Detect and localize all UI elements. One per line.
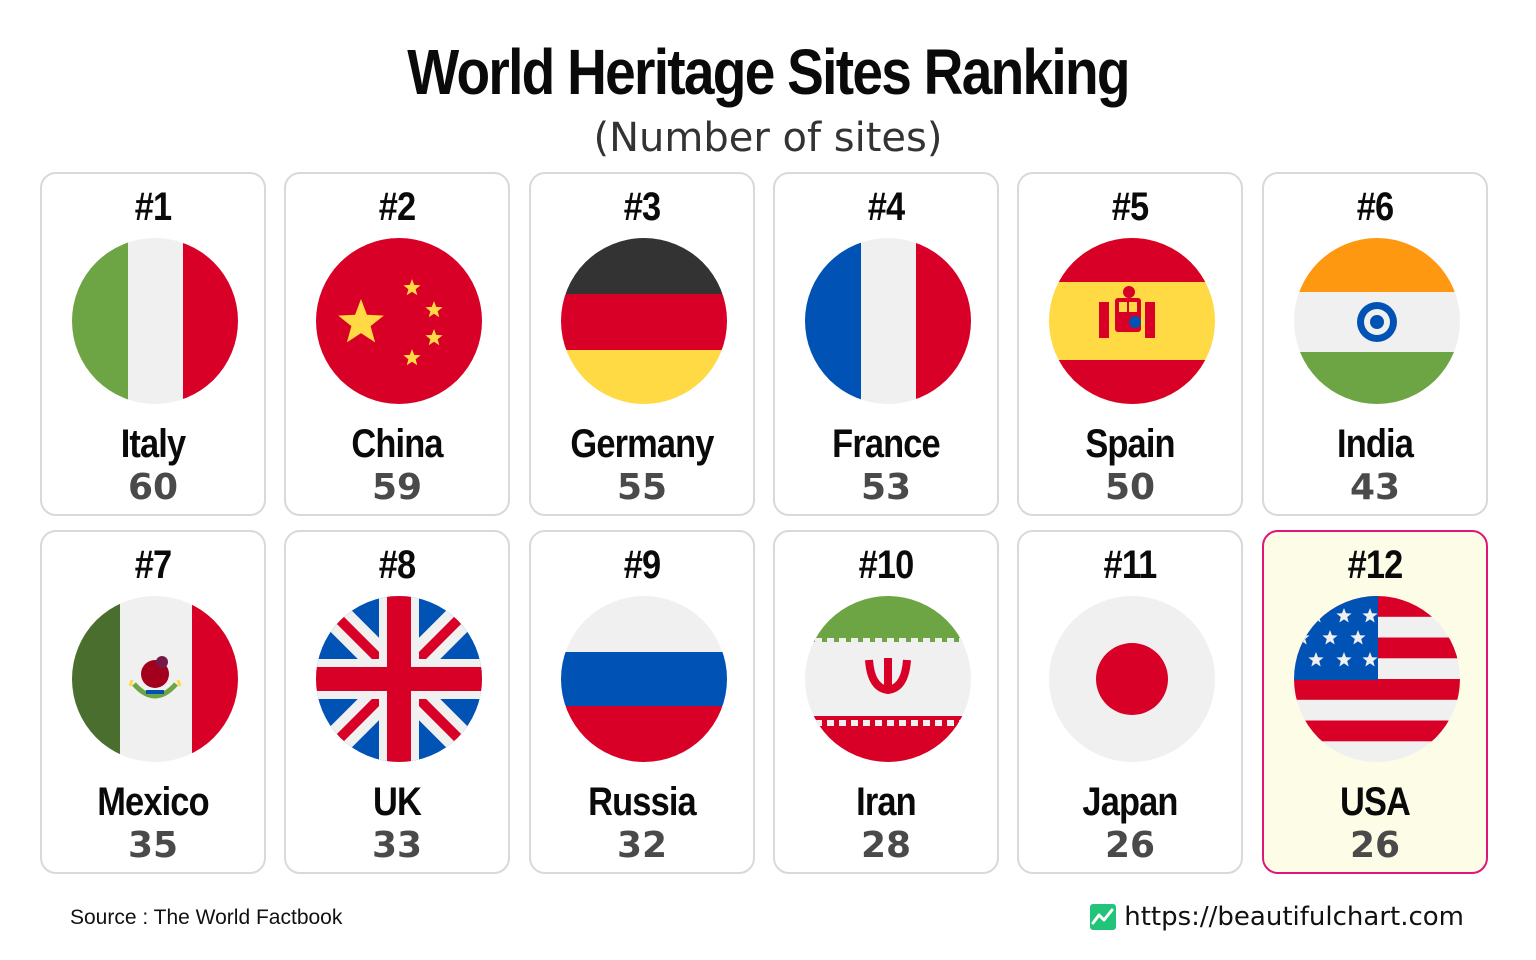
- site-count-value: 35: [127, 825, 179, 866]
- country-card: #9 Russia 32: [529, 530, 755, 874]
- country-card: #7 Mexico 35: [40, 530, 266, 874]
- country-card: #1 Italy 60: [40, 172, 266, 516]
- uk-flag-icon: [316, 596, 482, 762]
- india-flag-icon: [1294, 238, 1460, 404]
- rank-label: #7: [134, 543, 172, 587]
- country-card: #5 Spain 50: [1017, 172, 1243, 516]
- chart-title: World Heritage Sites Ranking: [407, 36, 1130, 108]
- rank-label: #8: [378, 543, 416, 587]
- mexico-flag-icon: [72, 596, 238, 762]
- site-count-value: 26: [1104, 825, 1156, 866]
- country-name: India: [1337, 422, 1414, 466]
- country-name: Mexico: [97, 780, 209, 824]
- rank-label: #3: [623, 185, 661, 229]
- country-card: #2 China 59: [284, 172, 510, 516]
- country-name: UK: [373, 780, 422, 824]
- country-name: China: [351, 422, 443, 466]
- country-card: #10 Iran 28: [773, 530, 999, 874]
- site-url[interactable]: https://beautifulchart.com: [1124, 902, 1464, 932]
- country-card: #6 India 43: [1262, 172, 1488, 516]
- country-name: France: [832, 422, 941, 466]
- site-count-value: 28: [860, 825, 912, 866]
- rank-label: #6: [1356, 185, 1394, 229]
- country-name: Japan: [1082, 780, 1178, 824]
- site-link[interactable]: https://beautifulchart.com: [1090, 902, 1464, 932]
- china-flag-icon: [316, 238, 482, 404]
- chart-subtitle: (Number of sites): [593, 115, 943, 161]
- usa-flag-icon: [1294, 596, 1460, 762]
- country-card: #3 Germany 55: [529, 172, 755, 516]
- site-count-value: 55: [616, 467, 668, 508]
- russia-flag-icon: [561, 596, 727, 762]
- italy-flag-icon: [72, 238, 238, 404]
- site-count-value: 50: [1104, 467, 1156, 508]
- country-name: Spain: [1085, 422, 1175, 466]
- site-count-value: 53: [860, 467, 912, 508]
- country-card: #12 USA 26: [1262, 530, 1488, 874]
- site-count-value: 59: [371, 467, 423, 508]
- germany-flag-icon: [561, 238, 727, 404]
- rank-label: #5: [1111, 185, 1149, 229]
- site-count-value: 43: [1349, 467, 1401, 508]
- country-name: Germany: [570, 422, 714, 466]
- rank-label: #12: [1347, 543, 1404, 587]
- site-count-value: 26: [1349, 825, 1401, 866]
- country-name: Iran: [856, 780, 917, 824]
- country-name: Russia: [588, 780, 697, 824]
- france-flag-icon: [805, 238, 971, 404]
- ranking-grid: #1 Italy 60 #2 China 59 #3 Germany 55 #4 France 53 #…: [40, 172, 1496, 880]
- rank-label: #4: [867, 185, 905, 229]
- country-card: #11 Japan 26: [1017, 530, 1243, 874]
- rank-label: #1: [134, 185, 172, 229]
- country-card: #4 France 53: [773, 172, 999, 516]
- country-card: #8 UK 33: [284, 530, 510, 874]
- site-count-value: 33: [371, 825, 423, 866]
- country-name: Italy: [120, 422, 186, 466]
- spain-flag-icon: [1049, 238, 1215, 404]
- country-name: USA: [1339, 780, 1411, 824]
- japan-flag-icon: [1049, 596, 1215, 762]
- iran-flag-icon: [805, 596, 971, 762]
- site-count-value: 32: [616, 825, 668, 866]
- rank-label: #11: [1103, 543, 1158, 587]
- rank-label: #10: [858, 543, 915, 587]
- source-note: Source : The World Factbook: [70, 906, 343, 929]
- rank-label: #9: [623, 543, 661, 587]
- site-count-value: 60: [127, 467, 179, 508]
- chart-logo-icon: [1090, 904, 1117, 930]
- rank-label: #2: [378, 185, 416, 229]
